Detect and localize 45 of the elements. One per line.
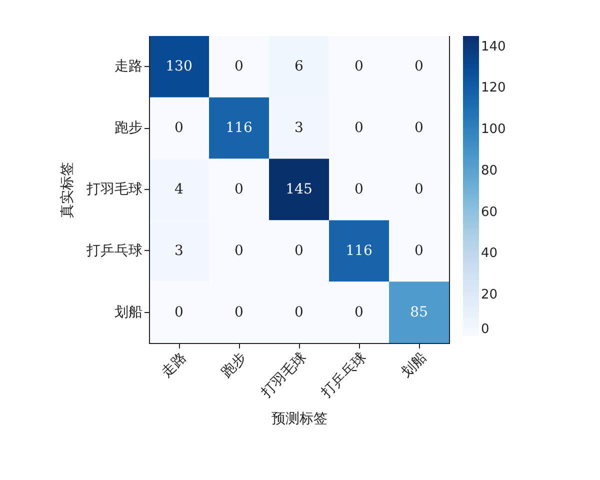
data-label: 0: [354, 304, 364, 320]
y-tick-label: 划船: [114, 304, 142, 320]
data-label: 0: [174, 304, 184, 320]
x-tick-label: 打乒乓球: [318, 350, 370, 402]
data-label: 85: [410, 304, 428, 320]
data-label: 0: [174, 120, 184, 136]
data-label: 0: [234, 304, 244, 320]
data-label: 0: [354, 58, 364, 75]
x-tick-label: 划船: [398, 350, 430, 381]
data-label: 0: [414, 120, 424, 136]
color-bar-label: 80: [481, 163, 498, 178]
data-label: 0: [414, 242, 424, 259]
data-label: 0: [294, 304, 304, 320]
data-label: 145: [286, 182, 312, 198]
data-label: 116: [346, 242, 372, 259]
color-bar-label: 120: [481, 80, 506, 96]
data-label: 6: [294, 58, 304, 75]
data-label: 0: [354, 120, 364, 136]
data-label: 0: [414, 182, 424, 198]
data-label: 0: [234, 58, 244, 75]
data-label: 0: [234, 242, 244, 259]
color-bar-label: 20: [481, 288, 498, 303]
data-label: 4: [174, 182, 184, 198]
data-label: 0: [294, 242, 304, 259]
data-label: 0: [414, 58, 424, 75]
y-tick-label: 跑步: [114, 120, 142, 136]
y-tick-label: 打羽毛球: [86, 182, 142, 198]
x-tick-label: 跑步: [218, 350, 250, 381]
data-label: 0: [354, 182, 364, 198]
color-bar-label: 140: [481, 39, 506, 54]
y-tick-label: 打乒乓球: [86, 242, 142, 259]
color-bar-label: 60: [481, 204, 498, 220]
data-label: 130: [166, 58, 192, 75]
data-label: 3: [294, 120, 304, 136]
color-bar-label: 100: [481, 122, 506, 138]
x-tick-label: 打羽毛球: [258, 350, 310, 402]
color-bar-label: 0: [481, 322, 490, 337]
y-axis-title: 真实标签: [60, 162, 76, 218]
color-bar-label: 40: [481, 246, 498, 262]
data-label: 116: [226, 120, 252, 136]
data-label: 0: [234, 182, 244, 198]
x-tick-label: 走路: [158, 350, 190, 381]
y-tick-label: 走路: [114, 58, 142, 75]
x-axis-title: 预测标签: [272, 410, 328, 427]
data-label: 3: [174, 242, 184, 259]
